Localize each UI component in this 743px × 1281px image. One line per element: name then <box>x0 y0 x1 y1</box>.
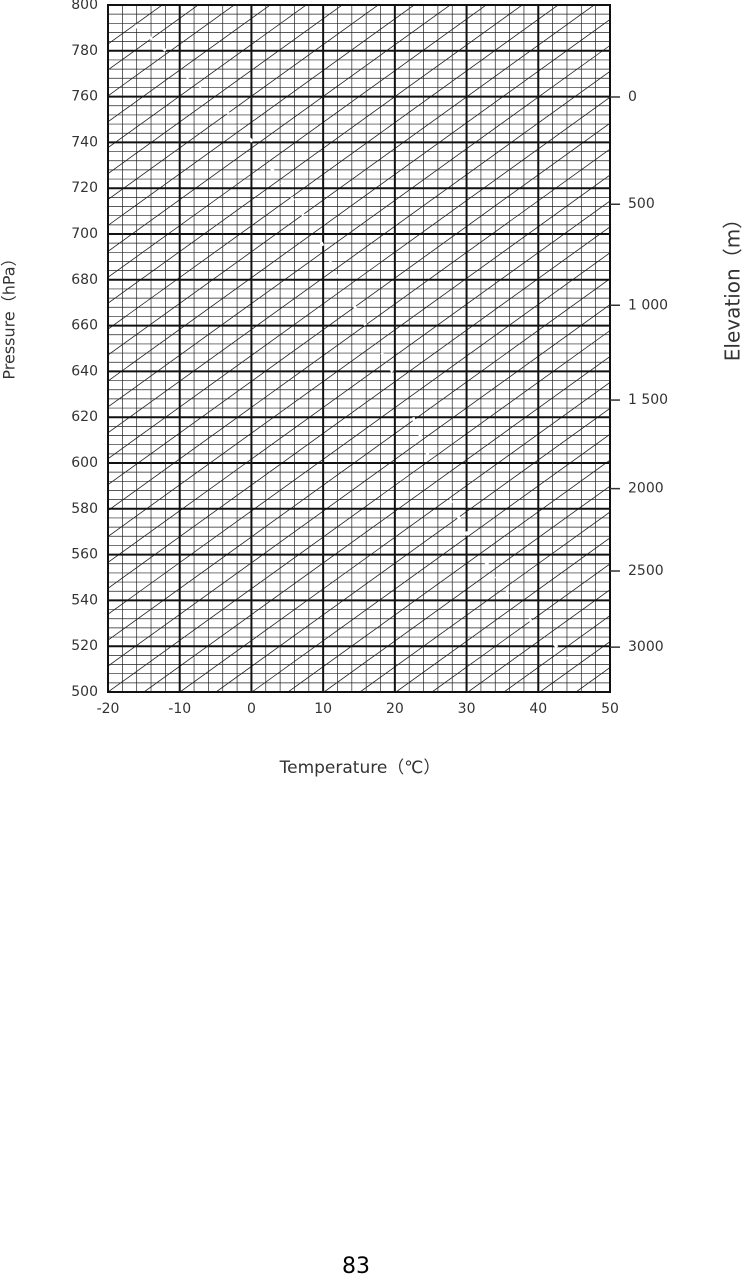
diagonal-line <box>0 0 352 692</box>
diagonal-line <box>432 0 743 692</box>
diagonal-line <box>0 0 460 692</box>
diagonal-line <box>288 0 743 692</box>
diagonal-line <box>0 0 316 692</box>
y-tick-label: 740 <box>71 134 98 150</box>
y-tick-label: 660 <box>71 318 98 334</box>
diagonal-line <box>324 0 743 692</box>
diagonal-line <box>108 0 743 692</box>
x-tick-label: -10 <box>168 701 191 717</box>
y-tick-label: 720 <box>71 180 98 196</box>
x-tick-label: 0 <box>247 701 256 717</box>
x-axis-label: Temperature（℃） <box>279 758 441 778</box>
y2-tick-label: 500 <box>628 196 655 212</box>
y-axis-label: Pressure（hPa） <box>0 250 19 379</box>
diagonal-line <box>252 0 743 692</box>
diagonal-line <box>0 0 280 692</box>
y-tick-label: 680 <box>71 272 98 288</box>
y2-tick-label: 1 500 <box>628 392 668 408</box>
diagonal-line <box>144 0 743 692</box>
diagonal-line <box>0 0 676 692</box>
y-tick-label: 700 <box>71 226 98 242</box>
y-tick-label: 520 <box>71 638 98 654</box>
y-tick-label: 640 <box>71 363 98 379</box>
y-tick-label: 540 <box>71 592 98 608</box>
y2-tick-label: 1 000 <box>628 297 668 313</box>
y2-tick-label: 3000 <box>628 639 664 655</box>
y-tick-label: 620 <box>71 409 98 425</box>
x-tick-label: 10 <box>314 701 332 717</box>
x-tick-label: -20 <box>97 701 120 717</box>
x-tick-label: 30 <box>458 701 476 717</box>
y-tick-label: 780 <box>71 43 98 59</box>
y2-tick-label: 0 <box>628 89 637 105</box>
y2-tick-label: 2500 <box>628 563 664 579</box>
y2-tick-label: 2000 <box>628 481 664 497</box>
diagonal-line <box>216 0 743 692</box>
x-tick-label: 40 <box>529 701 547 717</box>
y-tick-label: 580 <box>71 501 98 517</box>
y-tick-label: 560 <box>71 547 98 563</box>
x-tick-label: 20 <box>386 701 404 717</box>
diagonal-line <box>72 0 743 692</box>
y-tick-label: 600 <box>71 455 98 471</box>
y-tick-label: 800 <box>71 0 98 13</box>
page-number: 83 <box>342 1254 370 1277</box>
y-tick-label: 500 <box>71 684 98 700</box>
diagonal-line <box>540 0 743 692</box>
y-tick-label: 760 <box>71 89 98 105</box>
y2-axis-label: Elevation（m） <box>721 209 743 361</box>
diagonal-line <box>360 0 743 692</box>
diagonal-line <box>396 0 743 692</box>
diagonal-line <box>0 0 712 692</box>
x-tick-label: 50 <box>601 701 619 717</box>
diagonal-line <box>36 0 743 692</box>
diagonal-line <box>0 0 208 692</box>
